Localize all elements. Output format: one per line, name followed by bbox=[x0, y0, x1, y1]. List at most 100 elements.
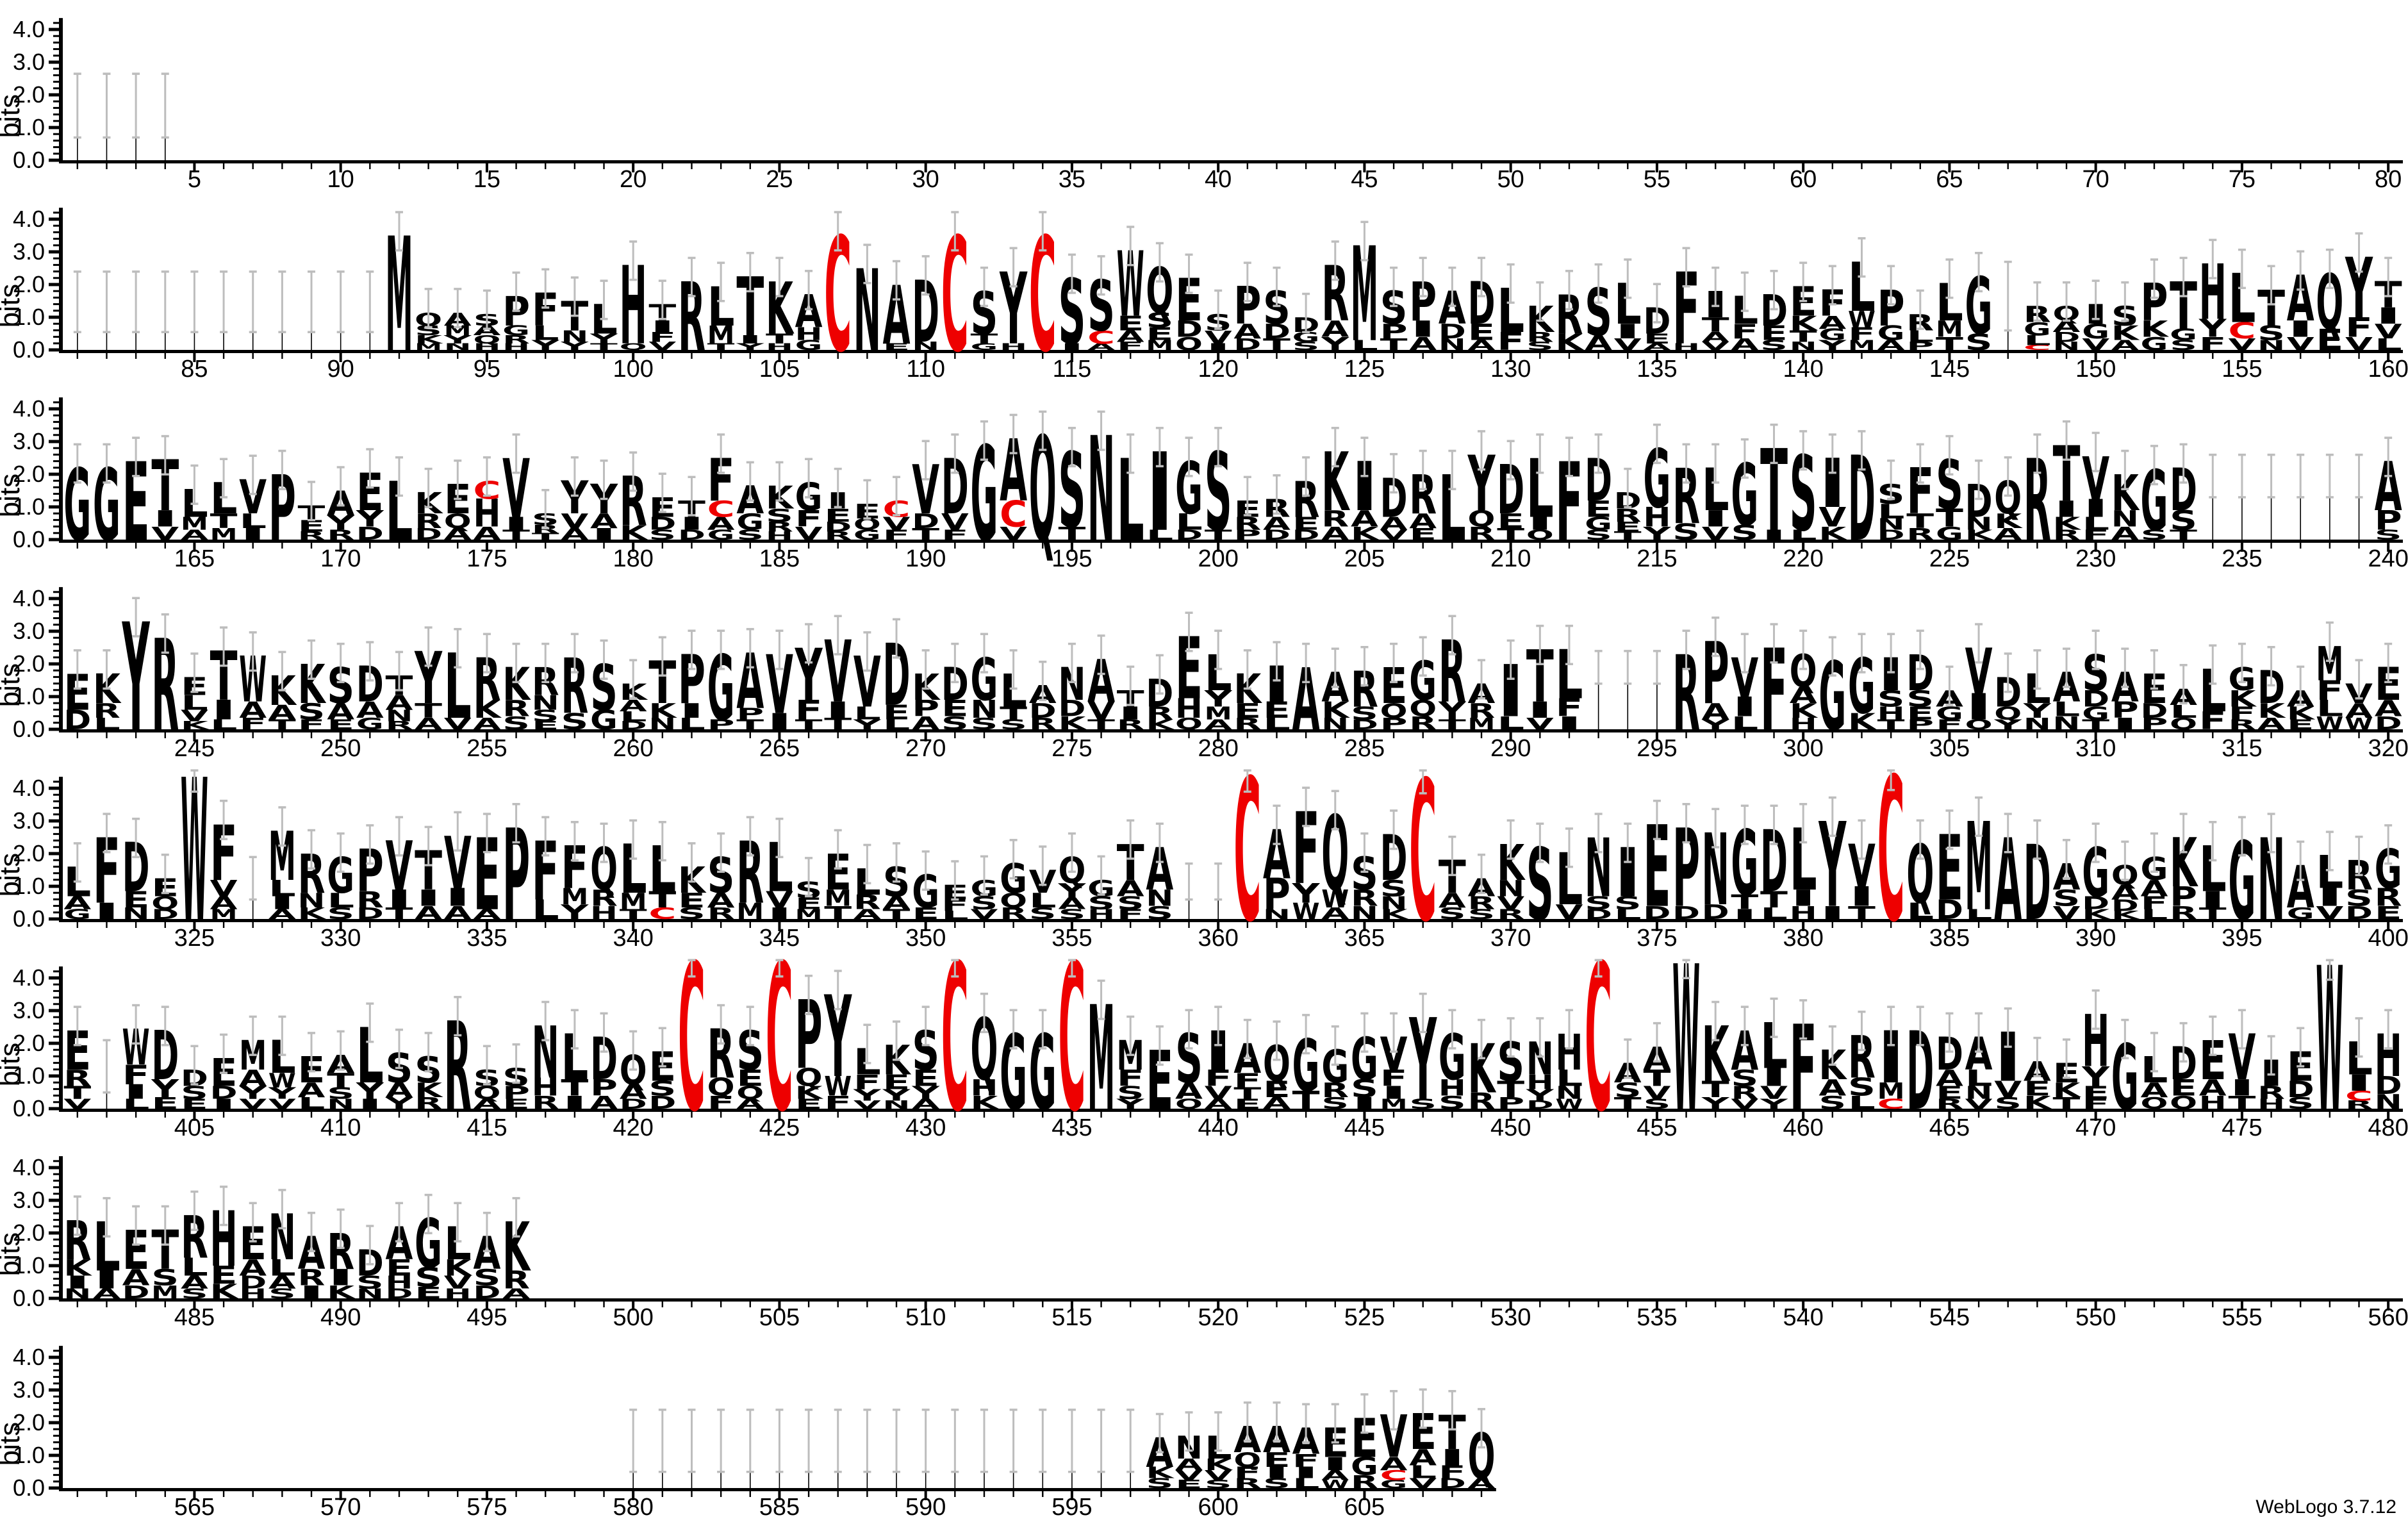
svg-text:P: P bbox=[1380, 320, 1408, 343]
svg-text:A: A bbox=[2345, 700, 2373, 723]
svg-text:H: H bbox=[1087, 907, 1115, 922]
svg-text:R: R bbox=[1468, 1089, 1496, 1114]
svg-text:L: L bbox=[210, 717, 238, 732]
svg-text:550: 550 bbox=[2075, 1304, 2116, 1328]
svg-text:495: 495 bbox=[466, 1304, 507, 1328]
svg-text:E: E bbox=[1263, 698, 1291, 724]
svg-text:350: 350 bbox=[905, 925, 946, 948]
svg-text:V: V bbox=[1000, 523, 1028, 544]
svg-text:535: 535 bbox=[1637, 1304, 1677, 1328]
svg-text:R: R bbox=[327, 527, 354, 543]
svg-text:M: M bbox=[1380, 1096, 1408, 1112]
svg-text:A: A bbox=[1117, 876, 1144, 902]
svg-text:S: S bbox=[2375, 527, 2402, 543]
logo-row-5: 0.0 1.0 2.0 3.0 4.0 bits 325 330 335 340 345 350 355… bbox=[0, 759, 2408, 948]
svg-text:D: D bbox=[1439, 320, 1466, 343]
svg-text:H: H bbox=[386, 1272, 413, 1293]
svg-text:I: I bbox=[1731, 907, 1758, 922]
svg-text:V: V bbox=[1380, 527, 1409, 543]
svg-text:360: 360 bbox=[1198, 925, 1238, 948]
svg-text:E: E bbox=[883, 342, 911, 352]
svg-text:145: 145 bbox=[1929, 356, 1970, 379]
svg-text:N: N bbox=[1790, 340, 1817, 353]
svg-text:S: S bbox=[1146, 309, 1173, 332]
svg-text:195: 195 bbox=[1051, 545, 1092, 569]
svg-text:I: I bbox=[824, 698, 852, 724]
svg-text:E: E bbox=[1146, 324, 1173, 345]
svg-text:L: L bbox=[327, 889, 354, 913]
svg-text:M: M bbox=[151, 1282, 179, 1303]
svg-text:A: A bbox=[854, 907, 882, 922]
svg-text:Y: Y bbox=[1992, 717, 2023, 732]
svg-text:D: D bbox=[2082, 686, 2109, 712]
svg-text:L: L bbox=[2316, 697, 2343, 722]
svg-text:A: A bbox=[268, 1272, 297, 1293]
svg-text:K: K bbox=[2053, 1079, 2082, 1102]
svg-text:V: V bbox=[181, 706, 208, 725]
svg-text:95: 95 bbox=[474, 356, 500, 379]
svg-text:S: S bbox=[151, 1266, 179, 1291]
svg-text:10: 10 bbox=[327, 166, 354, 190]
svg-text:I: I bbox=[590, 525, 618, 543]
svg-text:D: D bbox=[1585, 907, 1612, 922]
svg-text:L: L bbox=[1175, 510, 1203, 536]
svg-text:R: R bbox=[1497, 907, 1524, 922]
svg-text:Y: Y bbox=[2198, 315, 2227, 343]
svg-text:K: K bbox=[2111, 322, 2141, 345]
svg-text:Q: Q bbox=[473, 334, 500, 347]
svg-text:V: V bbox=[1965, 1096, 1994, 1112]
svg-text:L: L bbox=[1848, 1092, 1876, 1113]
svg-text:A: A bbox=[1994, 525, 2022, 543]
svg-text:0.0: 0.0 bbox=[13, 1475, 45, 1501]
svg-text:K: K bbox=[473, 695, 502, 724]
svg-text:S: S bbox=[473, 1266, 500, 1291]
svg-text:F: F bbox=[1731, 320, 1758, 343]
svg-text:C: C bbox=[766, 948, 793, 1138]
svg-text:2.0: 2.0 bbox=[13, 81, 45, 108]
svg-text:R: R bbox=[1468, 523, 1496, 544]
svg-text:Q: Q bbox=[736, 1082, 764, 1104]
svg-text:S: S bbox=[2345, 886, 2373, 912]
svg-text:V: V bbox=[2082, 335, 2109, 354]
svg-text:510: 510 bbox=[905, 1304, 946, 1328]
svg-text:R: R bbox=[1468, 700, 1496, 723]
svg-text:470: 470 bbox=[2075, 1114, 2116, 1138]
svg-text:Y: Y bbox=[2081, 1061, 2110, 1092]
svg-text:P: P bbox=[1497, 1094, 1524, 1113]
svg-text:A: A bbox=[2111, 881, 2140, 904]
svg-text:H: H bbox=[444, 1286, 472, 1302]
svg-text:480: 480 bbox=[2368, 1114, 2408, 1138]
svg-text:Y: Y bbox=[326, 512, 356, 535]
svg-text:S: S bbox=[1672, 520, 1700, 545]
svg-text:D: D bbox=[1058, 697, 1085, 722]
svg-text:T: T bbox=[502, 527, 531, 543]
svg-text:180: 180 bbox=[613, 545, 653, 569]
svg-text:P: P bbox=[1906, 717, 1934, 732]
svg-text:E: E bbox=[1292, 513, 1320, 534]
svg-text:V: V bbox=[766, 888, 793, 913]
svg-text:260: 260 bbox=[613, 735, 653, 759]
svg-text:V: V bbox=[444, 715, 472, 733]
svg-text:T: T bbox=[1058, 523, 1085, 544]
svg-text:P: P bbox=[1380, 715, 1408, 733]
svg-text:I: I bbox=[210, 1096, 238, 1112]
svg-text:W: W bbox=[1556, 1096, 1583, 1112]
svg-text:Q: Q bbox=[1965, 717, 1993, 732]
svg-text:P: P bbox=[1906, 340, 1934, 353]
svg-text:40: 40 bbox=[1205, 166, 1232, 190]
svg-text:T: T bbox=[1731, 891, 1759, 914]
svg-text:R: R bbox=[415, 1094, 442, 1113]
svg-text:N: N bbox=[1263, 907, 1291, 922]
svg-text:N: N bbox=[1439, 335, 1466, 354]
svg-text:4.0: 4.0 bbox=[13, 206, 45, 232]
svg-text:A: A bbox=[386, 1079, 414, 1102]
svg-text:T: T bbox=[327, 1070, 355, 1093]
svg-text:Q: Q bbox=[1380, 700, 1408, 723]
svg-text:Y: Y bbox=[355, 507, 384, 533]
svg-text:K: K bbox=[2228, 686, 2257, 712]
svg-text:C: C bbox=[2345, 1088, 2373, 1104]
svg-text:H: H bbox=[590, 902, 618, 923]
svg-text:E: E bbox=[327, 717, 354, 732]
svg-text:D: D bbox=[2111, 896, 2139, 914]
svg-text:A: A bbox=[63, 893, 92, 914]
